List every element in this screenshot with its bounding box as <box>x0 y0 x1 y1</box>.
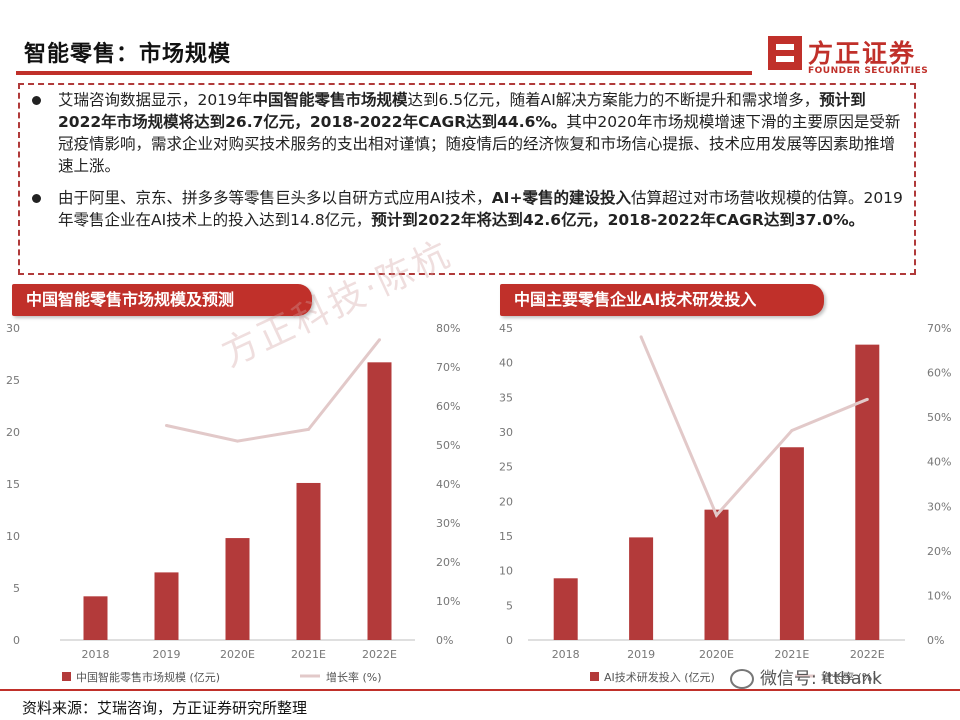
page-title: 智能零售：市场规模 <box>24 42 232 67</box>
bullet-item: 艾瑞咨询数据显示，2019年中国智能零售市场规模达到6.5亿元，随着AI解决方案… <box>28 89 904 177</box>
wechat-icon <box>730 669 754 689</box>
source-note: 资料来源：艾瑞咨询，方正证券研究所整理 <box>22 699 308 717</box>
x-tick-label: 2022E <box>362 648 397 661</box>
growth-rate-point <box>378 338 381 342</box>
y-tick-label: 20 <box>499 495 513 508</box>
x-tick-label: 2020E <box>699 648 734 661</box>
growth-rate-point <box>790 429 794 433</box>
founder-logo-icon <box>768 36 802 70</box>
wechat-label: 微信号: ittbank <box>760 669 883 689</box>
legend-label: AI技术研发投入 (亿元) <box>604 670 715 684</box>
bar <box>779 447 804 640</box>
legend-swatch-bar <box>590 672 599 681</box>
company-logo: 方正证券 FOUNDER SECURITIES <box>768 32 940 80</box>
y2-tick-label: 70% <box>436 361 460 374</box>
bullet-item: 由于阿里、京东、拼多多等零售巨头多以自研方式应用AI技术，AI+零售的建设投入估… <box>28 187 904 231</box>
growth-rate-point <box>165 424 168 427</box>
y2-tick-label: 30% <box>927 500 951 513</box>
y2-tick-label: 50% <box>436 439 460 452</box>
y-tick-label: 5 <box>13 582 20 595</box>
summary-box: 艾瑞咨询数据显示，2019年中国智能零售市场规模达到6.5亿元，随着AI解决方案… <box>18 83 916 275</box>
chart-title-right: 中国主要零售企业AI技术研发投入 <box>500 284 824 316</box>
y2-tick-label: 20% <box>927 545 951 558</box>
y-tick-label: 15 <box>499 530 513 543</box>
bar <box>83 596 108 640</box>
y2-tick-label: 80% <box>436 322 460 335</box>
bar <box>367 362 392 640</box>
bullet-text: 艾瑞咨询数据显示，2019年中国智能零售市场规模达到6.5亿元，随着AI解决方案… <box>58 91 901 175</box>
y-tick-label: 25 <box>499 461 513 474</box>
legend-swatch-bar <box>62 672 71 681</box>
x-tick-label: 2018 <box>82 648 110 661</box>
y-tick-label: 30 <box>6 322 20 335</box>
y2-tick-label: 20% <box>436 556 460 569</box>
chart-title-left: 中国智能零售市场规模及预测 <box>12 284 312 316</box>
y2-tick-label: 50% <box>927 411 951 424</box>
growth-rate-point <box>715 513 718 517</box>
legend-label: 增长率 (%) <box>326 670 382 684</box>
x-tick-label: 2019 <box>153 648 181 661</box>
y2-tick-label: 0% <box>927 634 944 647</box>
growth-rate-point <box>236 439 239 443</box>
title-divider <box>16 71 752 75</box>
growth-rate-point <box>865 397 869 401</box>
x-tick-label: 2018 <box>552 648 580 661</box>
y-tick-label: 10 <box>499 565 513 578</box>
bar <box>225 538 250 640</box>
y2-tick-label: 10% <box>927 589 951 602</box>
bullet-text: 由于阿里、京东、拼多多等零售巨头多以自研方式应用AI技术，AI+零售的建设投入估… <box>58 189 903 229</box>
y2-tick-label: 40% <box>436 478 460 491</box>
bar <box>855 344 880 640</box>
y-tick-label: 25 <box>6 374 20 387</box>
growth-rate-line <box>166 338 381 443</box>
y-tick-label: 45 <box>499 322 513 335</box>
growth-rate-point <box>307 427 310 431</box>
y-tick-label: 35 <box>499 391 513 404</box>
legend-label: 中国智能零售市场规模 (亿元) <box>76 670 220 684</box>
y2-tick-label: 70% <box>927 322 951 335</box>
bullet-dot-icon <box>32 194 41 203</box>
x-tick-label: 2021E <box>774 648 809 661</box>
y-tick-label: 0 <box>506 634 513 647</box>
x-tick-label: 2022E <box>850 648 885 661</box>
y2-tick-label: 40% <box>927 456 951 469</box>
logo-text-cn: 方正证券 <box>808 39 917 68</box>
y-tick-label: 5 <box>506 599 513 612</box>
footer <box>0 690 960 720</box>
wechat-tag: 微信号: ittbank <box>730 664 882 689</box>
y2-tick-label: 30% <box>436 517 460 530</box>
bar <box>704 509 729 640</box>
y2-tick-label: 0% <box>436 634 453 647</box>
y2-tick-label: 10% <box>436 595 460 608</box>
x-tick-label: 2019 <box>627 648 655 661</box>
growth-rate-point <box>639 335 643 339</box>
y-tick-label: 10 <box>6 530 20 543</box>
bar <box>296 482 321 640</box>
bar <box>553 578 578 640</box>
growth-rate-line <box>639 336 868 518</box>
y2-tick-label: 60% <box>436 400 460 413</box>
legend-label: 增长率 (%) <box>821 670 877 684</box>
logo-text-en: FOUNDER SECURITIES <box>808 66 929 76</box>
x-tick-label: 2020E <box>220 648 255 661</box>
bullet-dot-icon <box>32 96 41 105</box>
y-tick-label: 30 <box>499 426 513 439</box>
y2-tick-label: 60% <box>927 367 951 380</box>
y-tick-label: 20 <box>6 426 20 439</box>
bar <box>629 537 654 640</box>
y-tick-label: 15 <box>6 478 20 491</box>
bar <box>154 572 179 640</box>
x-tick-label: 2021E <box>291 648 326 661</box>
footer-divider <box>0 689 960 691</box>
y-tick-label: 0 <box>13 634 20 647</box>
y-tick-label: 40 <box>499 357 513 370</box>
